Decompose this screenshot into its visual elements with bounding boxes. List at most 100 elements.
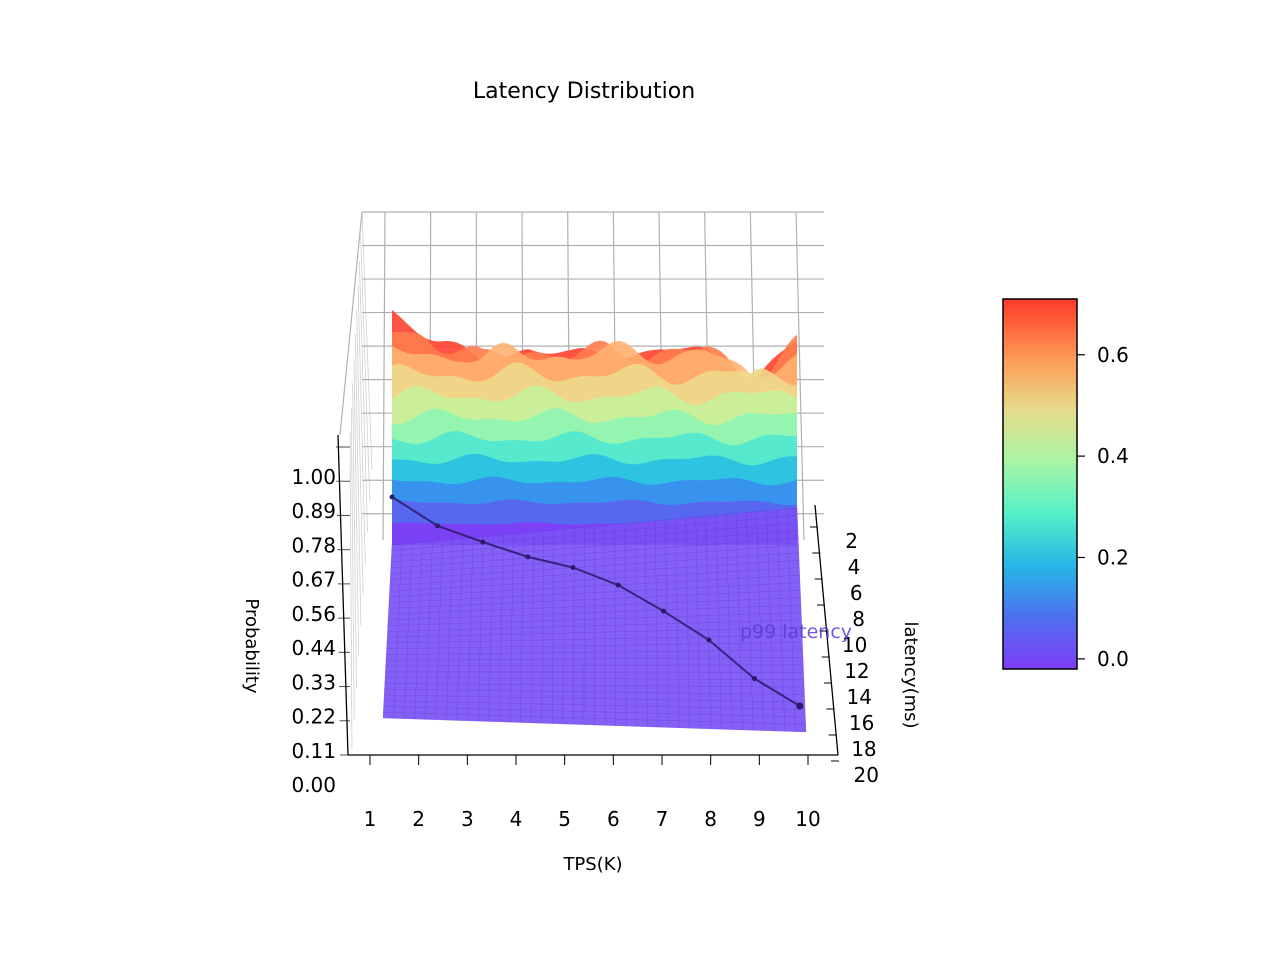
mesh-line <box>388 597 801 615</box>
mesh-line <box>385 664 804 667</box>
mesh-line <box>725 514 733 730</box>
side-grid-line <box>354 334 362 626</box>
p99-latency-label: p99 latency <box>740 621 852 643</box>
x-tick-label: 5 <box>558 807 571 831</box>
z-tick-label: 0.78 <box>291 533 336 557</box>
mesh-line <box>766 510 775 731</box>
mesh-line <box>390 537 799 569</box>
x-tick-label: 4 <box>510 807 523 831</box>
mesh-line <box>390 552 799 580</box>
mesh-line <box>435 540 443 720</box>
mesh-line <box>386 634 803 644</box>
p99-point <box>480 539 486 545</box>
mesh-line <box>384 688 805 695</box>
mesh-line <box>388 582 801 603</box>
mesh-line <box>573 528 575 725</box>
side-grid-line <box>353 358 360 657</box>
mesh-line <box>786 508 796 732</box>
mesh-line <box>685 518 690 729</box>
colorbar-tick-label: 0.6 <box>1097 343 1129 367</box>
mesh-line <box>387 627 802 638</box>
x-tick-label: 6 <box>607 807 620 831</box>
y-tick-label: 18 <box>851 737 876 761</box>
mesh-line <box>614 524 616 726</box>
mesh-line <box>386 649 803 655</box>
z-tick-label: 0.00 <box>291 773 336 797</box>
side-grid-line <box>357 285 366 564</box>
p99-line-path <box>391 496 801 707</box>
mesh-line <box>389 567 800 592</box>
x-tick-label: 8 <box>704 807 717 831</box>
y-tick-label: 4 <box>848 555 861 579</box>
side-wall-edge <box>339 211 363 436</box>
y-axis-label: latency(ms) <box>900 621 921 728</box>
mesh-line <box>655 520 659 728</box>
mesh-line <box>705 516 712 729</box>
mesh-line <box>634 522 638 727</box>
mesh-line <box>541 531 545 724</box>
side-grid-line <box>349 431 353 751</box>
mesh-line <box>467 537 474 721</box>
y-tick-label: 14 <box>847 685 872 709</box>
y-tick-label: 16 <box>849 711 874 735</box>
x-tick-label: 2 <box>412 807 425 831</box>
z-tick-label: 0.44 <box>291 636 336 660</box>
p99-point <box>706 637 712 643</box>
mesh-line <box>385 677 804 680</box>
side-grid-line <box>360 236 371 502</box>
mesh-line <box>796 507 807 733</box>
mesh-line <box>388 604 801 621</box>
mesh-line <box>382 717 807 733</box>
mesh-line <box>383 706 806 718</box>
side-grid-line <box>352 383 357 688</box>
mesh-line <box>387 612 802 626</box>
x-tick-label: 9 <box>753 807 766 831</box>
p99-point <box>434 523 440 529</box>
axes: 1 2 3 4 5 6 7 8 9 1024681012141618200.000.110.220… <box>291 434 879 831</box>
colorbar-ticks: 0.0 0.2 0.4 0.6 <box>1077 343 1129 671</box>
z-axis-label: Probability <box>241 598 262 693</box>
mesh-line <box>391 530 798 563</box>
x-axis-label: TPS(K) <box>562 854 622 875</box>
z-tick-label: 0.56 <box>291 602 336 626</box>
mesh-line <box>746 512 754 731</box>
mesh-line <box>386 642 803 650</box>
mesh-line <box>384 683 805 688</box>
mesh-line <box>776 509 786 732</box>
mesh-line <box>388 589 801 609</box>
mesh-line <box>389 560 800 586</box>
colorbar-tick-label: 0.2 <box>1097 545 1129 569</box>
p99-point <box>796 702 804 710</box>
x-tick-label: 1 <box>364 807 377 831</box>
y-tick-label: 20 <box>854 763 879 787</box>
mesh-line <box>695 517 701 729</box>
mesh-line <box>391 522 798 557</box>
mesh-line <box>391 507 798 546</box>
mesh-line <box>382 544 393 719</box>
mesh-line <box>414 542 423 720</box>
mesh-line <box>446 539 453 721</box>
p99-point <box>570 564 576 570</box>
z-axis-line <box>337 434 349 756</box>
mesh-line <box>425 541 433 720</box>
mesh-line <box>488 535 494 722</box>
side-grid-line <box>358 260 368 533</box>
side-grid-line <box>350 407 355 719</box>
y-tick-label: 10 <box>842 633 867 657</box>
y-tick-label: 6 <box>850 581 863 605</box>
p99-point <box>615 582 621 588</box>
chart-title: Latency Distribution <box>473 79 695 104</box>
mesh-line <box>509 533 514 723</box>
mesh-line <box>624 523 627 727</box>
p99-point <box>751 676 757 682</box>
back-grid-vertical <box>795 211 805 541</box>
y-tick-label: 2 <box>845 529 858 553</box>
mesh-line <box>385 657 804 661</box>
mesh-line <box>384 694 805 703</box>
mesh-line <box>530 532 534 723</box>
mesh-line <box>499 534 504 722</box>
side-grid-line <box>361 211 373 471</box>
mesh-line <box>390 545 799 575</box>
z-tick-label: 0.89 <box>291 499 336 523</box>
